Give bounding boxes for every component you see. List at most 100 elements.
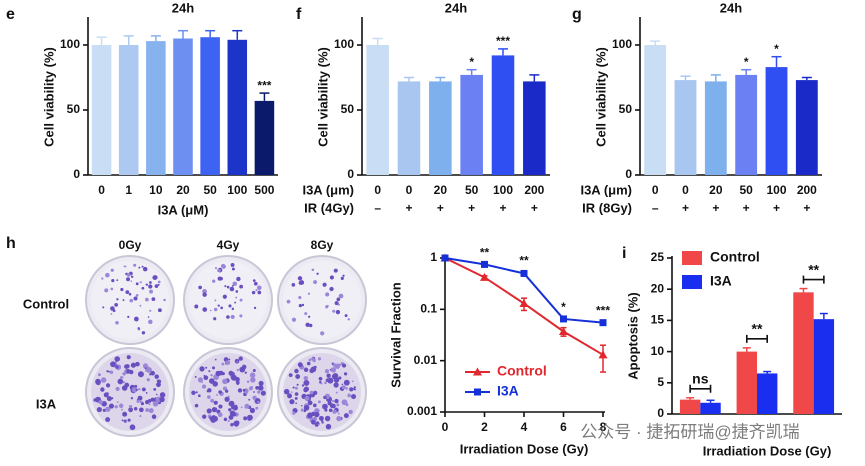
significance: * [561, 300, 566, 314]
colony [312, 403, 317, 408]
colony [333, 268, 338, 273]
bar [254, 100, 275, 175]
colony [258, 385, 264, 391]
colony [207, 395, 211, 399]
colony [334, 398, 339, 404]
colony [240, 406, 243, 409]
x-axis-label: I3A (μM) [158, 202, 209, 217]
column-label: 8Gy [311, 238, 334, 252]
colony [307, 400, 313, 406]
significance: ns [692, 370, 709, 386]
colony [308, 315, 311, 318]
colony [134, 384, 138, 388]
colony [157, 280, 161, 284]
colony [303, 409, 306, 413]
colony [324, 415, 331, 422]
x-tick-label: 100 [493, 183, 513, 197]
colony [139, 407, 144, 413]
colony [131, 386, 138, 393]
colony [206, 408, 212, 414]
bar [795, 80, 818, 175]
colony [128, 292, 132, 296]
colony [156, 393, 158, 396]
y-axis-label: Survival Fraction [388, 282, 403, 388]
colony [121, 408, 123, 411]
colony [217, 412, 223, 418]
colony [157, 379, 162, 384]
colony [109, 370, 114, 374]
colony [336, 297, 341, 302]
colony [126, 355, 131, 360]
colony [323, 395, 327, 400]
colony [133, 296, 138, 301]
x-tick-label: – [374, 201, 381, 215]
colony [202, 288, 207, 294]
colony [249, 372, 256, 378]
colony [139, 304, 142, 307]
colony [329, 368, 332, 371]
colony [337, 412, 340, 415]
y-tick-label: 50 [341, 102, 355, 116]
colony [317, 357, 322, 361]
colony [105, 272, 110, 278]
panel-letter: e [6, 6, 15, 23]
significance: ** [808, 261, 819, 277]
y-tick-label: 0 [625, 167, 632, 181]
colony [110, 287, 114, 291]
colony [138, 266, 141, 269]
colony [121, 419, 124, 422]
x-tick-label: + [682, 201, 689, 215]
colony [114, 356, 120, 362]
colony [145, 297, 149, 302]
row-label: Control [23, 296, 69, 311]
colony [98, 399, 103, 405]
colony [295, 374, 301, 379]
colony [221, 362, 225, 366]
x-tick-label: 20 [709, 183, 723, 197]
bar [366, 45, 389, 175]
colony [294, 392, 299, 396]
colony [317, 400, 321, 404]
x-row-label: IR (8Gy) [582, 200, 632, 215]
colony [106, 392, 109, 395]
colony [100, 377, 107, 383]
colony [300, 404, 303, 407]
colony [319, 381, 322, 384]
colony [147, 398, 152, 403]
colony [231, 267, 235, 271]
colony [236, 368, 239, 372]
y-axis-label: Cell viability (%) [41, 47, 56, 147]
colony [295, 402, 297, 405]
x-row-label: IR (4Gy) [304, 200, 354, 215]
colony [129, 424, 136, 431]
colony [314, 408, 320, 414]
y-tick-label: 100 [334, 37, 354, 51]
colony [159, 392, 166, 398]
colony [318, 415, 324, 421]
colony [144, 370, 147, 372]
colony [112, 309, 116, 313]
significance: *** [596, 303, 610, 317]
colony [137, 327, 140, 330]
colony [202, 292, 207, 297]
y-tick-label: 20 [651, 281, 665, 295]
colony [216, 394, 218, 396]
bar [644, 45, 667, 175]
legend-label: Control [710, 249, 760, 265]
colony [106, 396, 112, 402]
colony [231, 307, 235, 311]
colony [141, 331, 146, 335]
colony [340, 362, 343, 365]
x-tick-label: 0 [682, 183, 689, 197]
colony [343, 379, 350, 386]
colony [344, 314, 348, 318]
colony [133, 406, 138, 411]
colony [230, 314, 235, 320]
colony [214, 358, 217, 361]
bar [813, 319, 835, 414]
marker [559, 326, 568, 335]
colony [316, 272, 319, 275]
colony [111, 279, 115, 283]
panel-letter: f [296, 6, 302, 23]
colony [201, 381, 203, 383]
